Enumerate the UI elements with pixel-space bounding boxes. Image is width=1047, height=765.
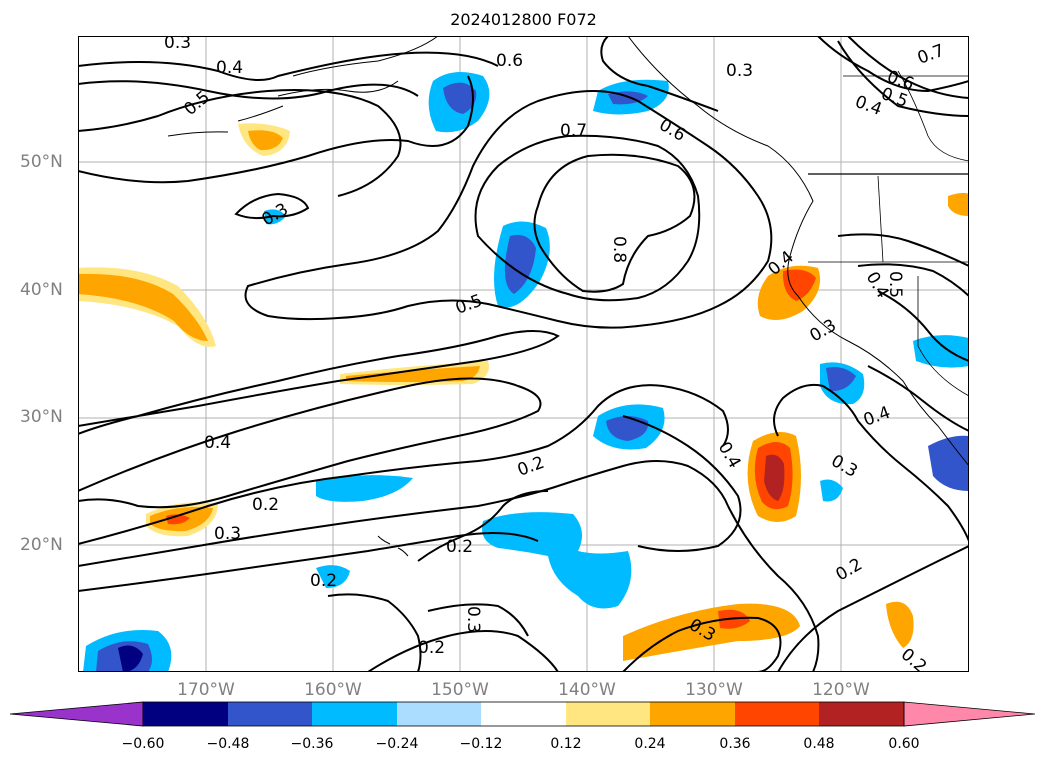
colorbar-segment (481, 702, 566, 726)
contour-label: 0.4 (861, 403, 893, 431)
contour-label: 0.2 (310, 571, 337, 591)
colorbar-segment (650, 702, 735, 726)
contour-label: 0.3 (259, 199, 292, 230)
lon-label-130w: 130°W (685, 680, 743, 700)
colorbar-tick-label: −0.60 (121, 736, 165, 752)
lon-label-170w: 170°W (177, 680, 235, 700)
anomaly-positive (248, 130, 283, 151)
colorbar-tick-label: −0.36 (290, 736, 334, 752)
colorbar-segment (735, 702, 819, 726)
contour-label: 0.2 (515, 453, 547, 481)
contour-label: 0.3 (726, 61, 753, 81)
colorbar-segment (566, 702, 650, 726)
lon-label-140w: 140°W (558, 680, 616, 700)
colorbar-segment (228, 702, 312, 726)
colorbar-segment (312, 702, 397, 726)
lat-label-50n: 50°N (20, 152, 63, 172)
lat-label-30n: 30°N (20, 407, 63, 427)
anomaly-negative (913, 335, 969, 368)
contour-label: 0.3 (807, 315, 840, 346)
colorbar-tick-label: 0.24 (634, 736, 666, 752)
contour-label: 0.6 (656, 115, 689, 146)
map-panel: 0.3 0.4 0.5 0.6 0.7 0.8 0.7 0.6 0.5 0.4 … (78, 36, 969, 672)
contour-label: 0.5 (453, 291, 485, 319)
anomaly-negative (826, 367, 856, 392)
colorbar-tick-label: −0.24 (375, 736, 419, 752)
contour-label: 0.3 (164, 36, 191, 53)
anomaly-negative (820, 479, 843, 502)
contour-label: 0.3 (463, 606, 483, 633)
contour-label: 0.7 (560, 121, 587, 141)
colorbar-extend-low (10, 701, 144, 727)
anomaly-negative (316, 565, 350, 588)
anomaly-negative (443, 82, 477, 114)
anomaly-positive (886, 601, 914, 648)
colorbar-segment (397, 702, 481, 726)
lon-label-150w: 150°W (431, 680, 489, 700)
colorbar-tick-label: −0.48 (206, 736, 250, 752)
contour-label: 0.2 (252, 495, 279, 515)
contour-label: 0.2 (897, 645, 931, 672)
contour-label: 0.4 (714, 439, 745, 472)
contour-label: 0.3 (214, 524, 241, 544)
colorbar-tick-label: 0.60 (888, 736, 920, 752)
contour-label: 0.2 (446, 537, 473, 557)
graticule (78, 36, 969, 672)
contour-label: 0.4 (216, 58, 243, 78)
anomaly-negative (928, 435, 969, 491)
contour-lines (78, 36, 969, 672)
anomaly-negative (606, 416, 649, 441)
lon-label-160w: 160°W (304, 680, 362, 700)
contour-label: 0.8 (609, 236, 629, 263)
colorbar-segment (143, 702, 228, 726)
anomaly-negative (504, 234, 536, 294)
coastlines (167, 36, 969, 557)
colorbar (10, 701, 1035, 727)
lon-label-120w: 120°W (812, 680, 870, 700)
anomaly-negative (482, 512, 632, 609)
colorbar-tick-label: −0.12 (459, 736, 503, 752)
colorbar-tick-label: 0.48 (803, 736, 835, 752)
anomaly-negative (118, 645, 143, 672)
lat-label-40n: 40°N (20, 280, 63, 300)
anomaly-positive (346, 366, 480, 382)
lat-label-20n: 20°N (20, 535, 63, 555)
colorbar-tick-label: 0.12 (550, 736, 582, 752)
contour-label: 0.2 (418, 638, 445, 658)
anomaly-positive (948, 192, 969, 216)
map-title: 2024012800 F072 (450, 10, 597, 29)
contour-label: 0.7 (915, 41, 947, 69)
anomaly-positive (764, 454, 785, 501)
contour-label: 0.5 (885, 271, 905, 298)
contour-label: 0.3 (828, 451, 861, 482)
colorbar-segment (819, 702, 904, 726)
colorbar-extend-high (903, 701, 1035, 727)
contour-label: 0.4 (204, 433, 231, 453)
anomaly-negative (316, 475, 413, 502)
contour-label: 0.2 (833, 554, 866, 585)
contour-label: 0.6 (496, 51, 523, 71)
anomaly-positive (782, 269, 816, 301)
colorbar-tick-label: 0.36 (719, 736, 751, 752)
anomaly-positive (78, 273, 208, 341)
